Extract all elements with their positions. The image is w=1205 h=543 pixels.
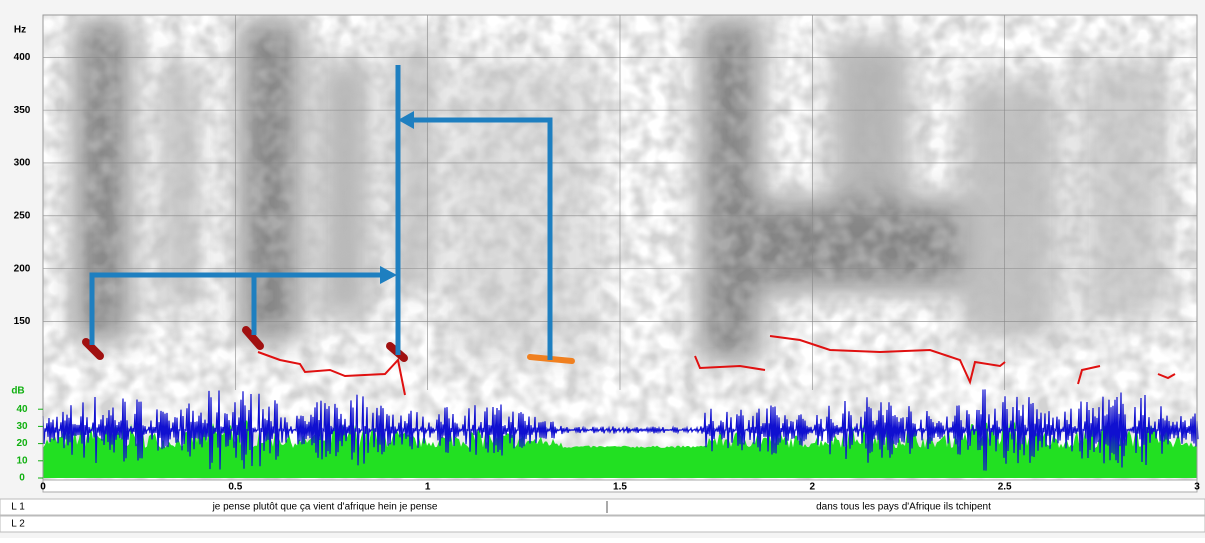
- db-tick-label: 0: [19, 473, 25, 484]
- time-tick-label: 0: [40, 482, 46, 493]
- time-tick-label: 1.5: [613, 482, 627, 493]
- db-axis-label: dB: [11, 386, 24, 397]
- annotation-arrows: [89, 65, 553, 360]
- hz-tick-label: 150: [14, 316, 31, 327]
- time-axis: [42, 479, 1198, 493]
- hz-tick-label: 400: [14, 52, 31, 63]
- time-tick-label: 2.5: [998, 482, 1012, 493]
- tier-row: [0, 515, 1205, 533]
- hz-tick-label: 300: [14, 158, 31, 169]
- db-tick-label: 40: [16, 404, 28, 415]
- time-tick-label: 2: [810, 482, 816, 493]
- arrow-heads: [380, 111, 414, 284]
- hz-tick-label: 200: [14, 263, 31, 274]
- db-tick-label: 30: [16, 421, 28, 432]
- time-tick-label: 1: [425, 482, 431, 493]
- interval-text: je pense plutôt que ça vient d'afrique h…: [212, 502, 438, 513]
- hz-axis-label: Hz: [14, 25, 26, 36]
- time-tick-label: 3: [1194, 482, 1200, 493]
- waveform: [42, 389, 1199, 478]
- interval-text: dans tous les pays d'Afrique ils tchipen…: [816, 502, 991, 513]
- db-tick-label: 20: [16, 438, 28, 449]
- tier-label: L 1: [11, 502, 25, 513]
- tier-label: L 2: [11, 519, 25, 530]
- time-tick-label: 0.5: [228, 482, 242, 493]
- pitch-curves: [257, 335, 1176, 396]
- waveform-trace: [42, 389, 1199, 471]
- hz-tick-label: 250: [14, 210, 31, 221]
- tier-row: [0, 498, 1205, 516]
- hz-tick-label: 350: [14, 105, 31, 116]
- db-tick-label: 10: [16, 455, 28, 466]
